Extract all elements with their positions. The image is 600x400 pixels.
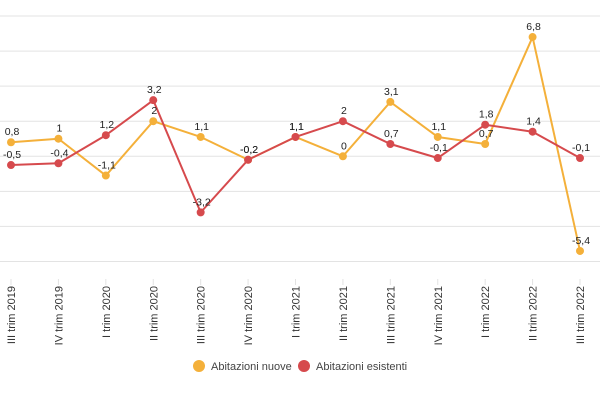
data-label-esistenti: 2 — [341, 105, 347, 117]
data-point-esistenti — [433, 154, 442, 163]
data-label-nuove: 1,1 — [289, 121, 304, 133]
data-label-esistenti: -0,2 — [240, 144, 258, 156]
legend-marker-nuove — [193, 360, 205, 372]
x-tick-label: I trim 2020 — [101, 286, 113, 338]
data-point-nuove — [149, 117, 158, 126]
data-label-nuove: 3,1 — [384, 86, 399, 98]
data-label-nuove: 2 — [151, 105, 157, 117]
data-label-nuove: 6,8 — [526, 21, 541, 33]
data-labels: 0,8 1 -1,1 2 1,1 -0,2 1,1 0 3,1 1,1 0,7 6,8 -5,4 -0,5… — [3, 21, 590, 247]
legend-marker-esistenti — [298, 360, 310, 372]
data-label-esistenti: 1,2 — [100, 119, 115, 131]
data-label-nuove: -0,2 — [240, 144, 258, 156]
data-point-esistenti — [291, 132, 300, 141]
data-point-nuove — [576, 246, 584, 255]
data-label-esistenti: -0,1 — [430, 142, 448, 154]
x-tick-label: II trim 2021 — [338, 286, 350, 341]
series-points — [7, 33, 584, 255]
x-axis-tick-labels: III trim 2019 IV trim 2019 I trim 2020 II t… — [6, 286, 587, 345]
x-tick-label: III trim 2020 — [196, 286, 208, 344]
data-label-esistenti: 1,4 — [526, 116, 541, 128]
data-label-nuove: 0,8 — [5, 126, 20, 138]
data-label-nuove: 1,1 — [431, 121, 446, 133]
data-point-nuove — [338, 152, 347, 161]
data-point-nuove — [196, 132, 205, 141]
x-tick-label: III trim 2022 — [575, 286, 587, 344]
data-label-nuove: 1,1 — [194, 121, 209, 133]
legend: Abitazioni nuove Abitazioni esistenti — [193, 360, 407, 373]
series-lines — [10, 36, 581, 252]
data-point-esistenti — [54, 159, 63, 168]
data-point-nuove — [7, 138, 15, 147]
data-label-nuove: 0 — [341, 140, 347, 152]
legend-label-nuove: Abitazioni nuove — [211, 361, 292, 373]
data-point-nuove — [528, 33, 537, 42]
data-point-nuove — [386, 97, 395, 106]
data-point-nuove — [433, 132, 442, 141]
data-point-esistenti — [338, 117, 347, 126]
data-label-esistenti: 1,1 — [289, 121, 304, 133]
data-point-esistenti — [7, 161, 15, 170]
x-tick-label: IV trim 2019 — [53, 286, 65, 345]
data-label-esistenti: 0,7 — [384, 128, 399, 140]
data-point-esistenti — [528, 127, 537, 136]
data-label-esistenti: 1,8 — [479, 109, 494, 121]
data-label-nuove: 0,7 — [479, 128, 494, 140]
data-point-esistenti — [386, 139, 395, 148]
gridlines — [0, 15, 600, 285]
legend-label-esistenti: Abitazioni esistenti — [316, 361, 407, 373]
data-label-esistenti: -0,4 — [50, 147, 68, 159]
x-tick-label: II trim 2022 — [528, 286, 540, 341]
data-label-nuove: -5,4 — [572, 235, 590, 247]
data-point-nuove — [101, 171, 110, 180]
data-point-esistenti — [576, 154, 584, 163]
x-tick-label: I trim 2021 — [291, 286, 303, 338]
data-point-esistenti — [196, 208, 205, 217]
x-tick-label: IV trim 2021 — [433, 286, 445, 345]
data-label-esistenti: -3,2 — [193, 196, 211, 208]
data-label-nuove: -1,1 — [98, 160, 116, 172]
series-line-abitazioni-nuove — [10, 36, 581, 252]
data-point-esistenti — [244, 155, 253, 164]
x-tick-label: II trim 2020 — [148, 286, 160, 341]
data-label-nuove: 1 — [56, 123, 62, 135]
data-point-esistenti — [149, 96, 158, 105]
data-point-esistenti — [481, 120, 490, 129]
data-label-esistenti: -0,5 — [3, 149, 21, 161]
x-tick-label: III trim 2019 — [6, 286, 18, 344]
data-point-nuove — [481, 139, 490, 148]
data-point-nuove — [54, 134, 63, 143]
x-tick-label: III trim 2021 — [385, 286, 397, 344]
data-point-esistenti — [101, 131, 110, 140]
data-label-esistenti: 3,2 — [147, 84, 162, 96]
data-label-esistenti: -0,1 — [572, 142, 590, 154]
x-tick-label: I trim 2022 — [480, 286, 492, 338]
x-tick-label: IV trim 2020 — [243, 286, 255, 345]
